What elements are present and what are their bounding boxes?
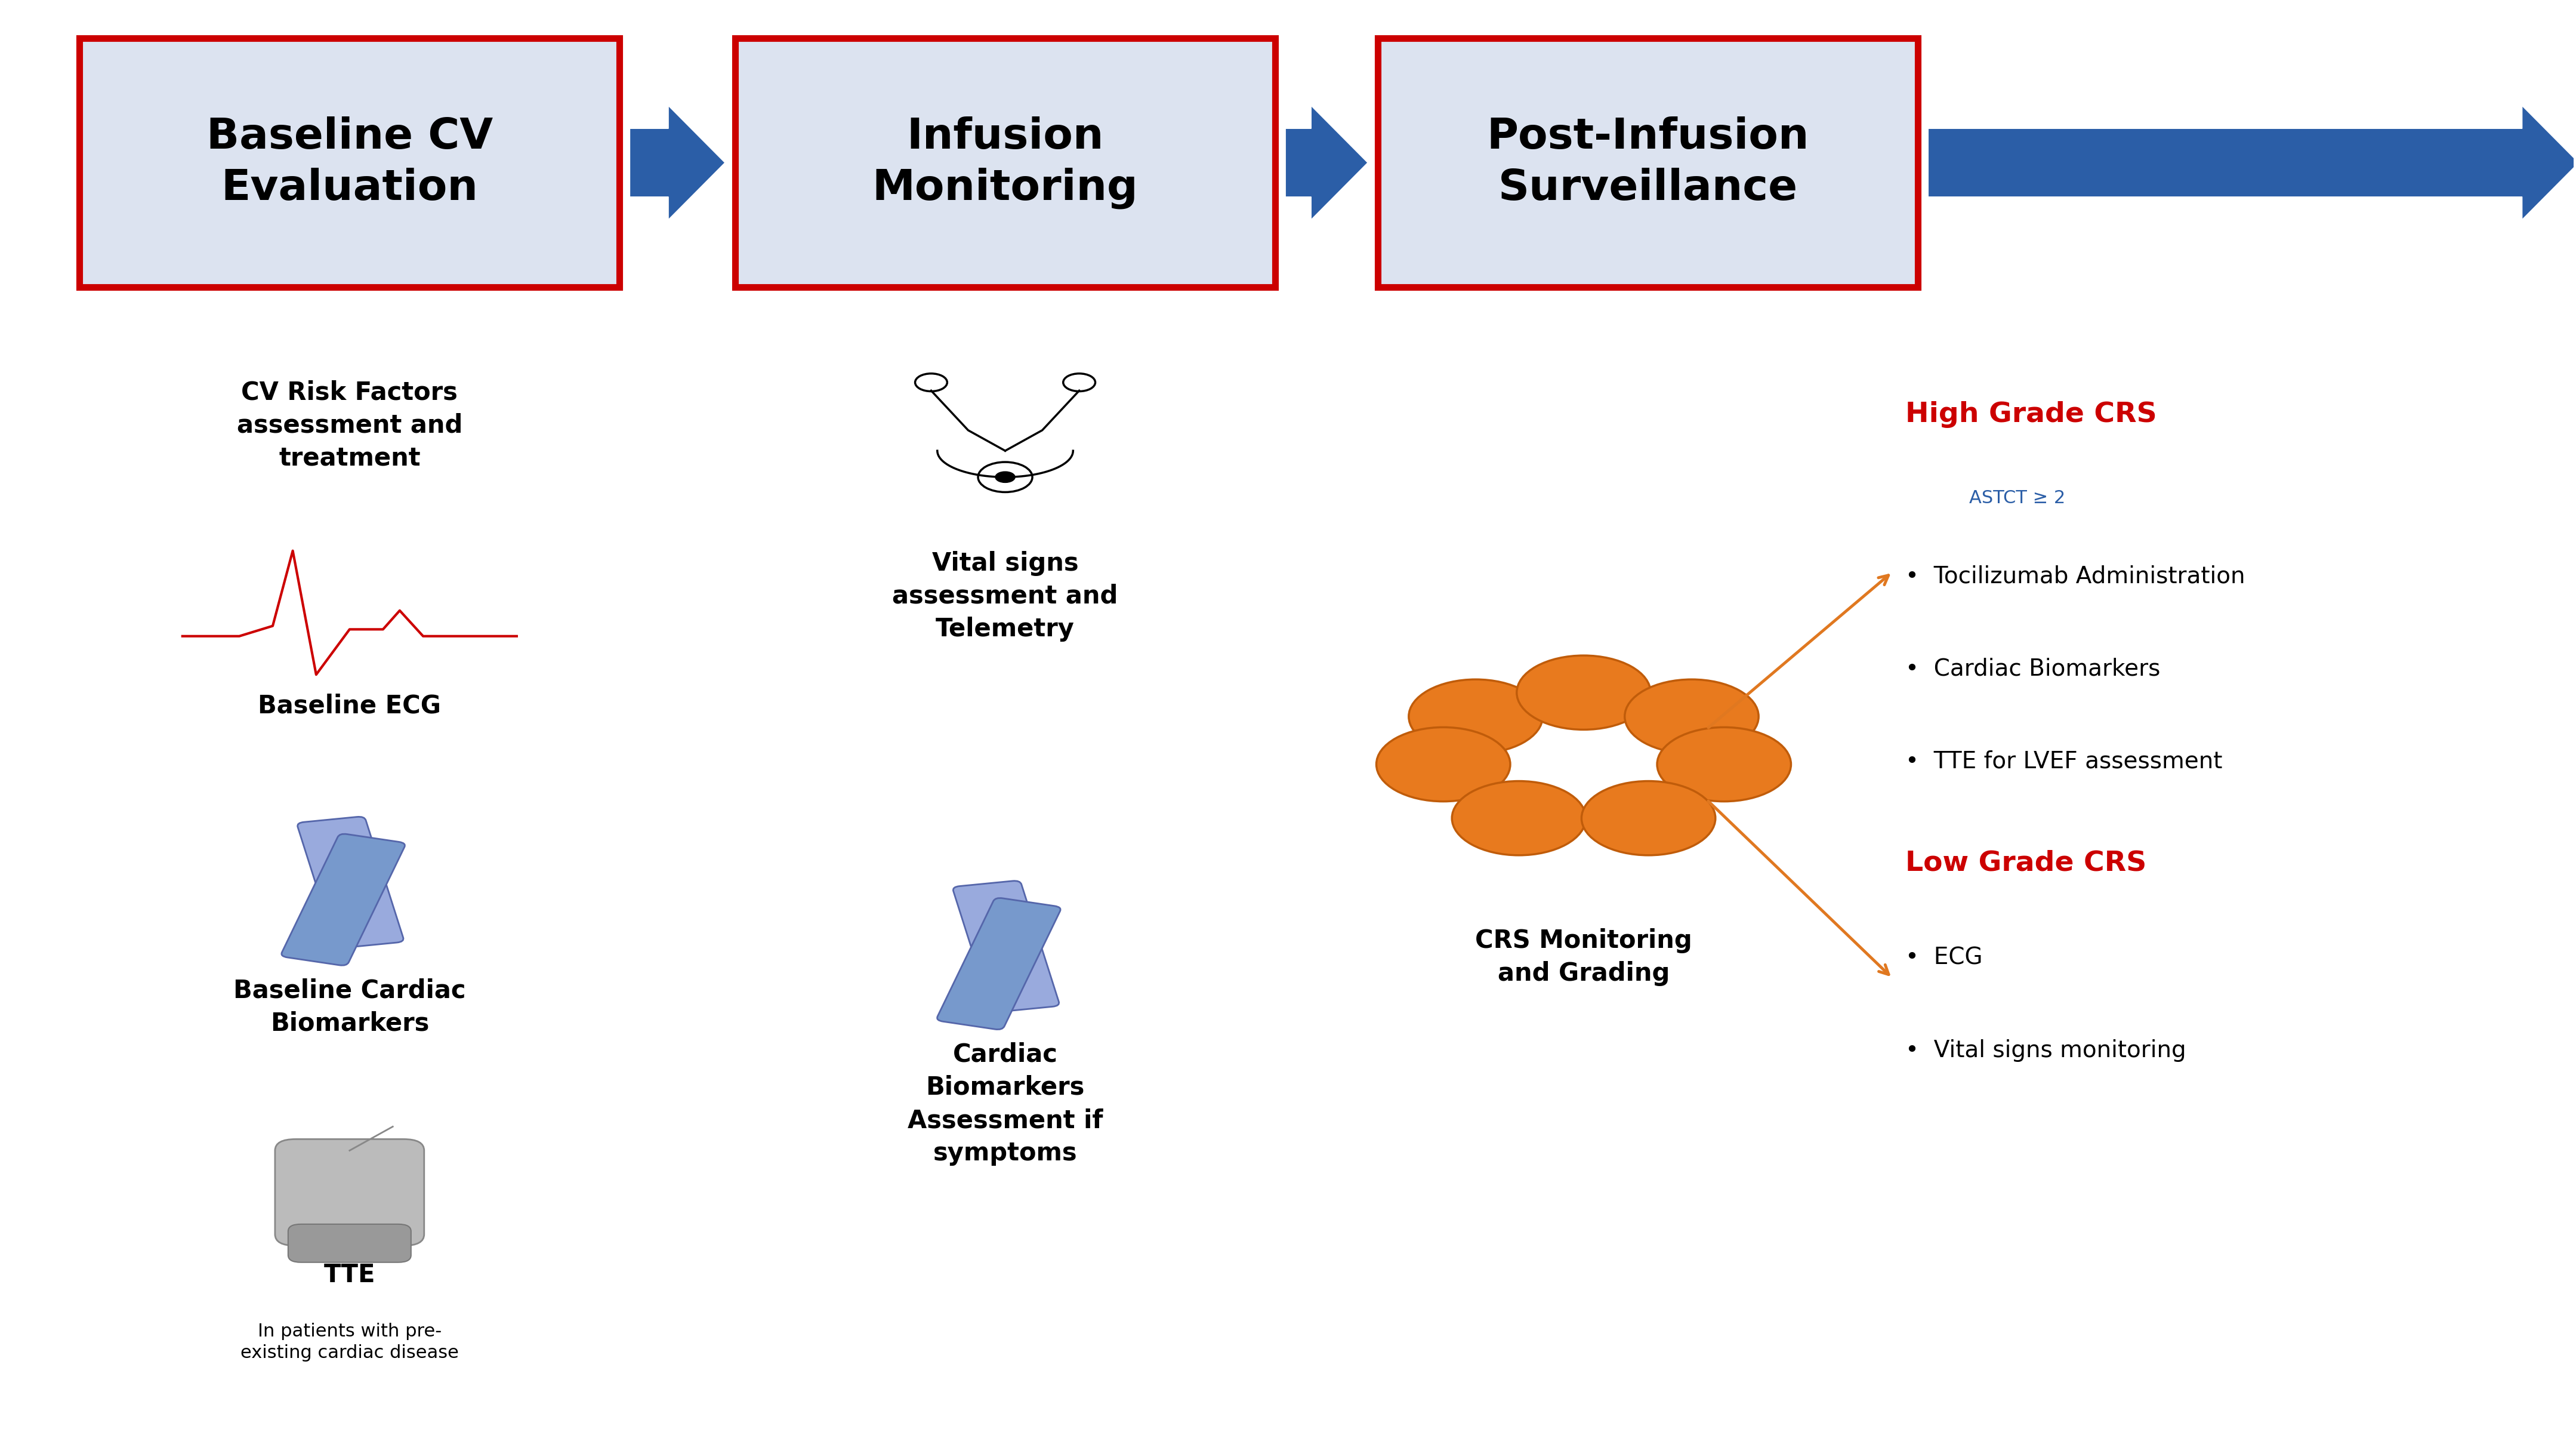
Text: Baseline ECG: Baseline ECG (258, 693, 440, 719)
Text: Baseline CV
Evaluation: Baseline CV Evaluation (206, 117, 492, 209)
Text: •  Vital signs monitoring: • Vital signs monitoring (1906, 1039, 2187, 1062)
Text: Baseline Cardiac
Biomarkers: Baseline Cardiac Biomarkers (234, 977, 466, 1036)
FancyBboxPatch shape (938, 897, 1061, 1029)
Polygon shape (629, 106, 724, 220)
Text: •  ECG: • ECG (1906, 946, 1984, 969)
Circle shape (994, 472, 1015, 483)
Circle shape (1656, 727, 1790, 802)
Text: •  TTE for LVEF assessment: • TTE for LVEF assessment (1906, 750, 2223, 773)
Text: Vital signs
assessment and
Telemetry: Vital signs assessment and Telemetry (891, 550, 1118, 642)
Circle shape (1409, 679, 1543, 753)
Circle shape (1582, 782, 1716, 855)
Text: High Grade CRS: High Grade CRS (1906, 402, 2156, 429)
FancyBboxPatch shape (299, 817, 404, 947)
FancyBboxPatch shape (281, 835, 404, 966)
Text: CRS Monitoring
and Grading: CRS Monitoring and Grading (1476, 927, 1692, 986)
Text: Cardiac
Biomarkers
Assessment if
symptoms: Cardiac Biomarkers Assessment if symptom… (907, 1042, 1103, 1166)
Text: In patients with pre-
existing cardiac disease: In patients with pre- existing cardiac d… (240, 1323, 459, 1362)
Polygon shape (1285, 106, 1368, 220)
FancyBboxPatch shape (276, 1139, 425, 1246)
FancyBboxPatch shape (1378, 39, 1919, 287)
FancyBboxPatch shape (80, 39, 621, 287)
Polygon shape (1929, 106, 2576, 220)
Text: Low Grade CRS: Low Grade CRS (1906, 850, 2146, 876)
FancyBboxPatch shape (289, 1225, 412, 1262)
Text: •  Tocilizumab Administration: • Tocilizumab Administration (1906, 564, 2244, 587)
Text: ASTCT ≥ 2: ASTCT ≥ 2 (1968, 490, 2066, 507)
Circle shape (1376, 727, 1510, 802)
Text: CV Risk Factors
assessment and
treatment: CV Risk Factors assessment and treatment (237, 380, 464, 470)
FancyBboxPatch shape (734, 39, 1275, 287)
Circle shape (1625, 679, 1759, 753)
Text: Post-Infusion
Surveillance: Post-Infusion Surveillance (1486, 117, 1808, 209)
Circle shape (1453, 782, 1587, 855)
Circle shape (1517, 656, 1651, 730)
Text: Infusion
Monitoring: Infusion Monitoring (873, 117, 1139, 209)
FancyBboxPatch shape (953, 880, 1059, 1012)
Text: TTE: TTE (325, 1263, 376, 1288)
Text: •  Cardiac Biomarkers: • Cardiac Biomarkers (1906, 657, 2161, 680)
